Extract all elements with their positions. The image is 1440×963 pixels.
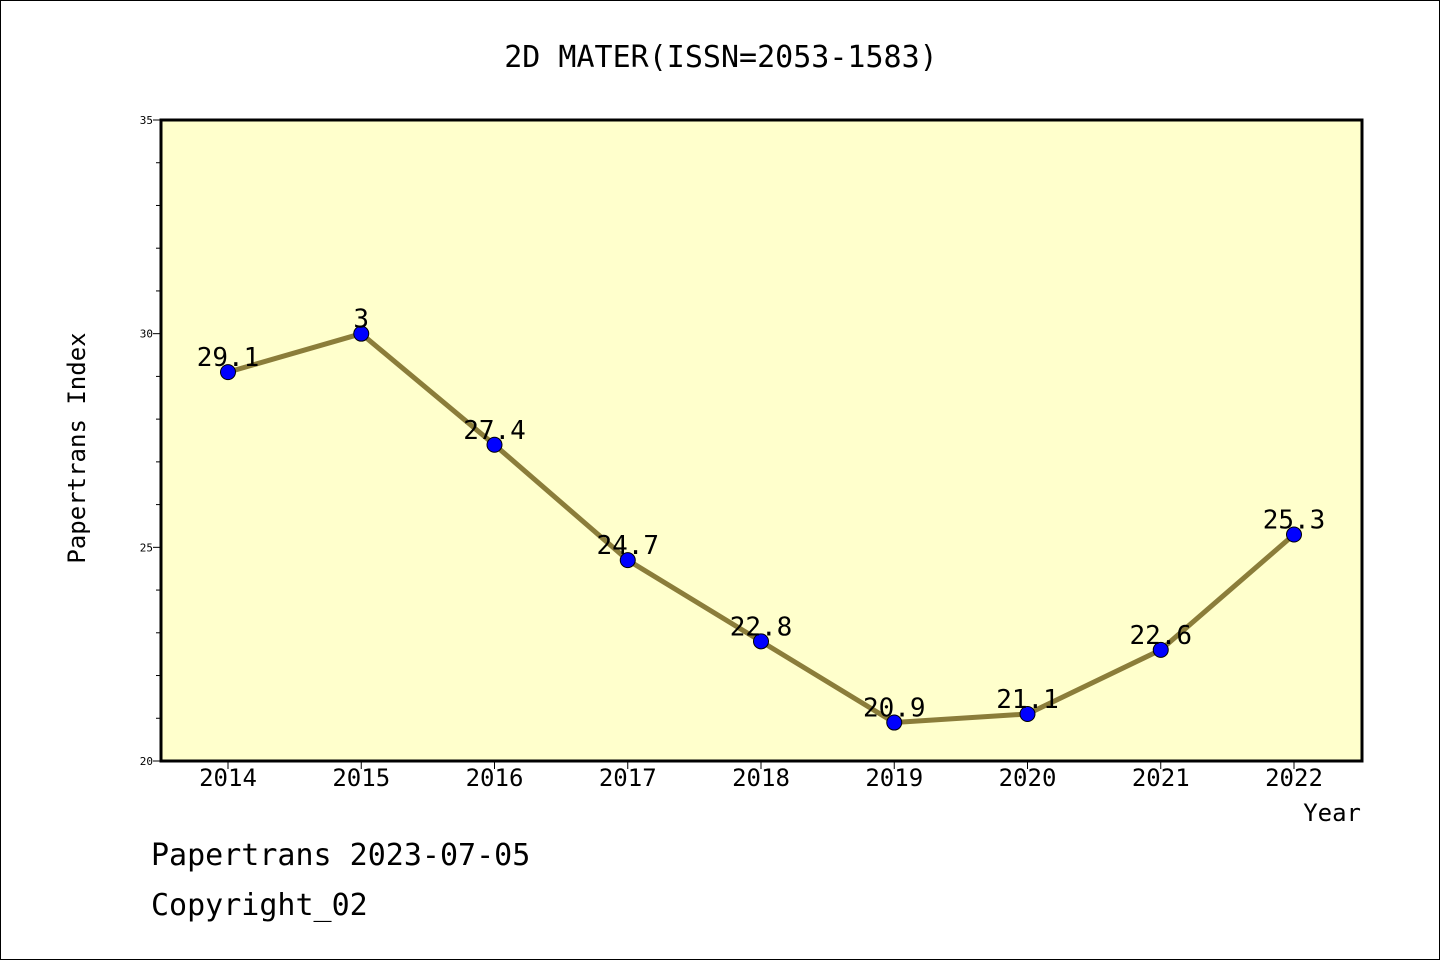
x-tick-label: 2014 bbox=[199, 764, 257, 792]
y-axis-ticks: 20 25 30 35 bbox=[140, 114, 161, 768]
data-point bbox=[353, 325, 370, 342]
x-tick-label: 2019 bbox=[865, 764, 923, 792]
x-axis-label: Year bbox=[1303, 799, 1361, 827]
data-label: 22.6 bbox=[1129, 621, 1192, 651]
x-tick-label: 2017 bbox=[599, 764, 657, 792]
data-label: 29.1 bbox=[197, 343, 260, 373]
data-label: 25.3 bbox=[1263, 506, 1326, 536]
data-point bbox=[886, 714, 903, 731]
data-point bbox=[619, 552, 636, 569]
x-tick-label: 2021 bbox=[1132, 764, 1190, 792]
data-label: 21.1 bbox=[996, 685, 1059, 715]
series-markers bbox=[220, 325, 1302, 731]
data-label: 22.8 bbox=[730, 612, 793, 642]
plot-area bbox=[159, 118, 1364, 763]
data-point bbox=[753, 633, 769, 650]
data-labels: 29.1 3 27.4 24.7 22.8 20.9 21.1 22.6 25.3 bbox=[197, 305, 1326, 724]
x-tick-label: 2022 bbox=[1265, 764, 1323, 792]
x-tick-label: 2016 bbox=[466, 764, 524, 792]
data-point bbox=[220, 364, 236, 381]
y-axis-label: Papertrans Index bbox=[63, 332, 91, 563]
data-point bbox=[1019, 705, 1036, 722]
x-tick-label: 2020 bbox=[999, 764, 1057, 792]
data-label: 20.9 bbox=[863, 694, 926, 724]
data-label: 3 bbox=[353, 305, 369, 335]
y-tick-label: 35 bbox=[140, 114, 153, 127]
x-axis-ticks: 2014 2015 2016 2017 2018 2019 2020 2021 2022 bbox=[199, 761, 1323, 792]
footer-date: Papertrans 2023-07-05 bbox=[151, 838, 530, 873]
chart-title: 2D MATER(ISSN=2053-1583) bbox=[504, 40, 937, 75]
x-tick-label: 2015 bbox=[332, 764, 390, 792]
x-tick-label: 2018 bbox=[732, 764, 790, 792]
y-tick-label: 20 bbox=[140, 755, 153, 768]
data-point bbox=[486, 436, 503, 453]
data-point bbox=[1152, 641, 1169, 658]
footer-copyright: Copyright_02 bbox=[151, 888, 368, 923]
data-label: 24.7 bbox=[596, 531, 659, 561]
y-tick-label: 30 bbox=[140, 328, 153, 341]
data-label: 27.4 bbox=[463, 416, 526, 446]
data-point bbox=[1286, 526, 1302, 543]
y-tick-label: 25 bbox=[140, 541, 153, 554]
